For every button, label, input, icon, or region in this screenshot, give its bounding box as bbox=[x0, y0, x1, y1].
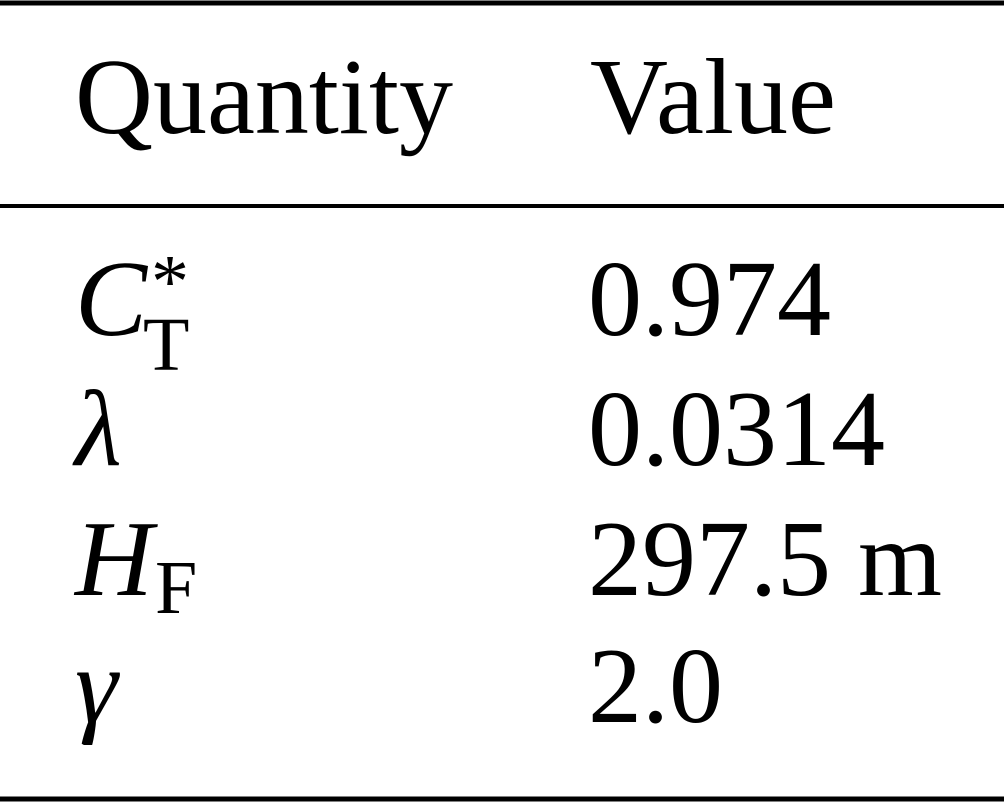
quantity-symbol: λ bbox=[72, 370, 122, 489]
quantity-superscript: * bbox=[151, 240, 189, 324]
quantity-subscript: F bbox=[155, 546, 197, 630]
value-cell: 0.974 bbox=[588, 240, 831, 359]
quantity-subscript: T bbox=[143, 303, 189, 387]
value-cell: 0.0314 bbox=[588, 370, 885, 489]
column-header: Value bbox=[590, 38, 836, 157]
column-header: Quantity bbox=[75, 38, 453, 157]
quantity-symbol: γ bbox=[75, 627, 120, 746]
value-cell: 2.0 bbox=[588, 627, 723, 746]
quantity-symbol: H bbox=[73, 500, 158, 619]
quantity-symbol: C bbox=[75, 240, 149, 359]
value-cell: 297.5 m bbox=[588, 500, 942, 619]
